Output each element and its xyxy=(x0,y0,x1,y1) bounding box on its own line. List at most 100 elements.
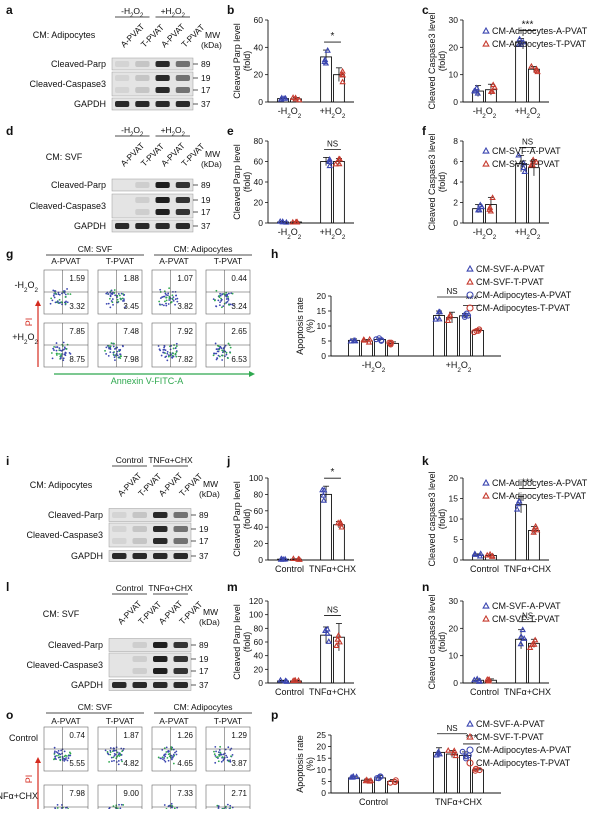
protein-label: Cleaved-Caspase3 xyxy=(26,660,103,670)
blot-band xyxy=(174,538,189,544)
event-dot xyxy=(111,293,113,295)
protein-label: Cleaved-Caspase3 xyxy=(26,530,103,540)
event-dot xyxy=(222,760,224,762)
event-dot xyxy=(119,353,121,355)
y-tick-label: 5 xyxy=(321,336,326,346)
legend-entry: CM-SVF-T-PVAT xyxy=(476,732,544,742)
blot-band xyxy=(174,526,189,532)
y-tick-label: 60 xyxy=(254,637,264,647)
event-dot xyxy=(226,354,228,356)
event-dot xyxy=(123,298,125,300)
pi-axis-arrowhead xyxy=(35,757,41,763)
event-dot xyxy=(118,753,120,755)
event-dot xyxy=(63,357,65,359)
event-dot xyxy=(118,763,120,765)
blot-band xyxy=(176,197,190,203)
mw-unit: (kDa) xyxy=(199,617,220,627)
event-dot xyxy=(55,758,57,760)
mw-unit: (kDa) xyxy=(199,489,220,499)
event-dot xyxy=(61,302,63,304)
y-axis-unit: (fold) xyxy=(437,51,447,72)
protein-label: Cleaved-Parp xyxy=(51,180,106,190)
mw-label: MW xyxy=(203,479,218,489)
event-dot xyxy=(54,750,56,752)
event-dot xyxy=(175,750,177,752)
event-dot xyxy=(65,294,67,296)
event-dot xyxy=(225,302,227,304)
event-dot xyxy=(163,352,165,354)
event-dot xyxy=(114,753,116,755)
y-axis-unit: (fold) xyxy=(437,632,447,653)
event-dot xyxy=(214,762,216,764)
quadrant-upper-right: 7.33 xyxy=(177,789,193,798)
event-dot xyxy=(117,299,119,301)
blot-band xyxy=(153,668,168,674)
event-dot xyxy=(165,356,167,358)
event-dot xyxy=(116,761,118,763)
event-dot xyxy=(229,805,231,807)
y-tick-label: 15 xyxy=(449,494,459,504)
event-dot xyxy=(164,759,166,761)
legend-entry: CM-SVF-A-PVAT xyxy=(492,601,561,611)
event-dot xyxy=(117,354,119,356)
blot-band xyxy=(133,668,148,674)
y-tick-label: 10 xyxy=(449,514,459,524)
legend-entry: CM-SVF-T-PVAT xyxy=(476,277,544,287)
condition-label: TNFα+CHX xyxy=(148,455,193,465)
legend-entry: CM-Adipocytes-T-PVAT xyxy=(476,303,571,313)
y-axis-unit: (fold) xyxy=(437,172,447,193)
event-dot xyxy=(59,299,61,301)
legend-entry: CM-Adipocytes-T-PVAT xyxy=(492,491,587,501)
event-dot xyxy=(112,304,114,306)
y-axis-unit: (fold) xyxy=(242,632,252,653)
event-dot xyxy=(219,301,221,303)
mw-value: 37 xyxy=(201,99,211,109)
event-dot xyxy=(215,290,217,292)
event-dot xyxy=(114,359,116,361)
quadrant-upper-right: 0.44 xyxy=(231,274,247,283)
significance-label: NS xyxy=(522,137,533,146)
blot-band xyxy=(176,223,190,229)
event-dot xyxy=(219,304,221,306)
quadrant-upper-right: 1.87 xyxy=(123,731,139,740)
mw-value: 37 xyxy=(199,680,209,690)
event-dot xyxy=(168,303,170,305)
column-label: T-PVAT xyxy=(214,716,243,726)
legend-marker xyxy=(483,480,489,485)
y-tick-label: 60 xyxy=(254,157,264,167)
y-tick-label: 40 xyxy=(254,42,264,52)
event-dot xyxy=(55,301,57,303)
quadrant-upper-right: 1.59 xyxy=(69,274,85,283)
panel-letter-p: p xyxy=(271,708,278,722)
event-dot xyxy=(65,348,67,350)
protein-label: Cleaved-Caspase3 xyxy=(29,201,106,211)
event-dot xyxy=(109,750,111,752)
blot-band xyxy=(135,197,149,203)
condition-label: TNFα+CHX xyxy=(148,583,193,593)
legend-marker xyxy=(483,616,489,621)
event-dot xyxy=(164,345,166,347)
category-label: +H2O2 xyxy=(320,227,346,241)
event-dot xyxy=(105,749,107,751)
blot-band xyxy=(153,538,168,544)
event-dot xyxy=(55,290,57,292)
row-label: +H2O2 xyxy=(12,332,38,346)
event-dot xyxy=(213,298,215,300)
panel-letter-i: i xyxy=(6,454,9,468)
event-dot xyxy=(58,750,60,752)
blot-band xyxy=(135,75,149,81)
blot-band xyxy=(174,682,189,688)
event-dot xyxy=(165,294,167,296)
event-dot xyxy=(51,352,53,354)
event-dot xyxy=(107,751,109,753)
mw-value: 89 xyxy=(201,59,211,69)
event-dot xyxy=(50,297,52,299)
event-dot xyxy=(59,759,61,761)
event-dot xyxy=(158,345,160,347)
event-dot xyxy=(70,753,72,755)
significance-label: NS xyxy=(327,606,338,615)
bar xyxy=(460,316,471,356)
